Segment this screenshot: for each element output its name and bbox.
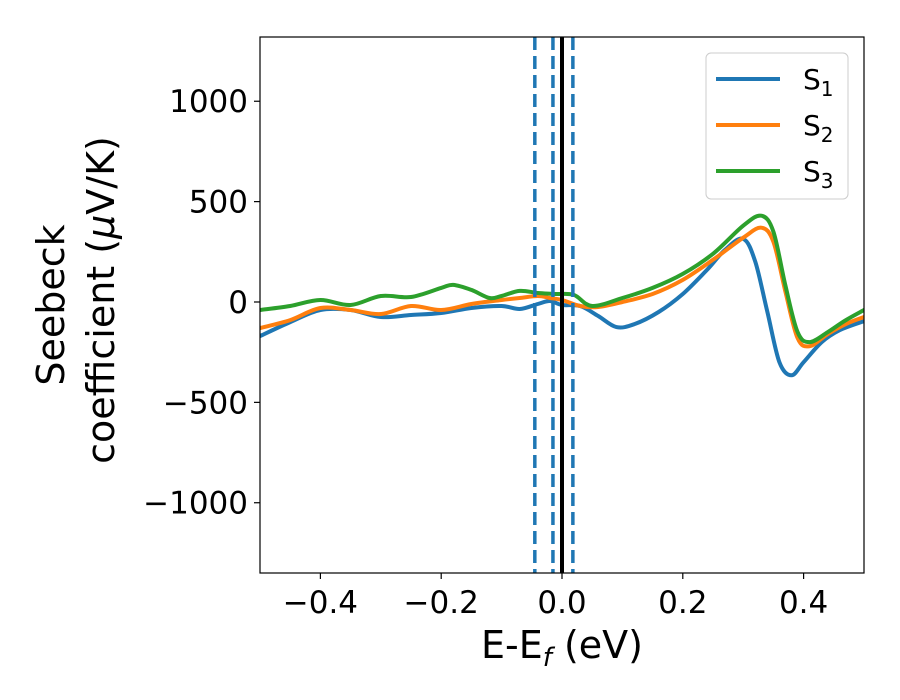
- legend-label-s3: S3: [803, 155, 834, 193]
- legend-label-s2: S2: [803, 109, 834, 147]
- y-axis-title-line1: Seebeck: [29, 224, 73, 385]
- legend: S1 S2 S3: [705, 52, 849, 200]
- x-tick-label: 0.4: [779, 585, 828, 621]
- y-tick-label: −1000: [143, 486, 248, 522]
- y-tick-label: 500: [189, 185, 248, 221]
- x-axis: −0.4 −0.2 0.0 0.2 0.4: [283, 573, 828, 621]
- y-axis: −1000 −500 0 500 1000: [143, 84, 260, 522]
- x-tick-label: −0.2: [404, 585, 479, 621]
- x-tick-label: −0.4: [283, 585, 358, 621]
- y-axis-title-line2: coefficient (μV/K): [79, 136, 123, 464]
- x-axis-title: E-Ef (eV): [481, 623, 643, 673]
- series-line-s1: [260, 236, 864, 378]
- x-tick-label: 0.0: [537, 585, 586, 621]
- x-tick-label: 0.2: [658, 585, 707, 621]
- legend-label-s1: S1: [803, 63, 834, 101]
- y-tick-label: −500: [163, 385, 248, 421]
- y-tick-label: 1000: [169, 84, 248, 120]
- y-tick-label: 0: [228, 285, 248, 321]
- vline-layer: [533, 37, 575, 573]
